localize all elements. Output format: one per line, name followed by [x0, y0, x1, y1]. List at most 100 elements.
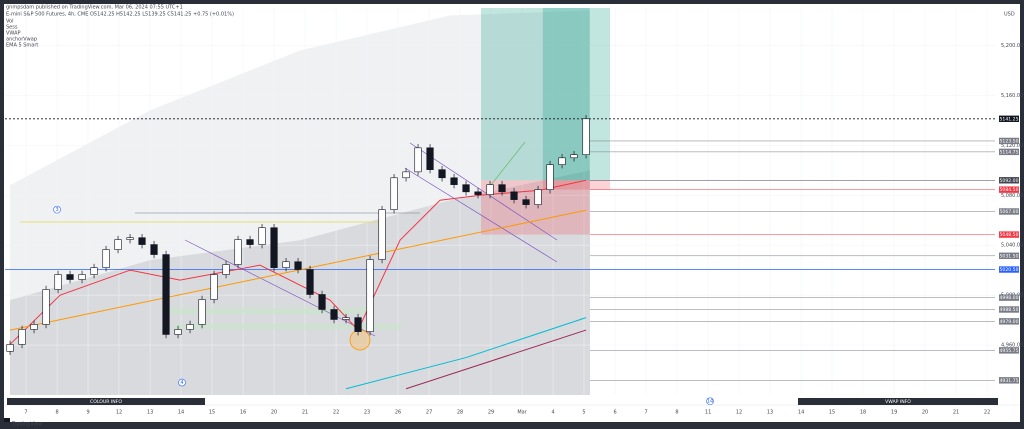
candle-body	[342, 317, 350, 320]
price-tag	[999, 208, 1019, 215]
x-tick-label: 6	[613, 410, 616, 416]
y-tick-label: 5,080.00	[1001, 193, 1023, 199]
candle-body	[498, 184, 506, 193]
wave-marker	[53, 205, 61, 214]
candle-body	[90, 267, 98, 275]
candle-body	[162, 254, 170, 335]
price-tag-label: 5092.00	[1000, 178, 1019, 184]
candle-body	[510, 191, 518, 200]
x-tick-label: 23	[364, 410, 370, 416]
y-tick-label: 5,120.00	[1001, 143, 1023, 149]
price-tag-label: 4988.50	[1000, 307, 1019, 313]
price-tag	[999, 377, 1019, 384]
candle-body	[246, 239, 254, 245]
x-tick-label: 21	[953, 410, 959, 416]
candle-body	[474, 191, 482, 195]
candle-body	[270, 227, 278, 268]
price-tag	[999, 294, 1019, 301]
candle-body	[318, 294, 326, 310]
band	[10, 170, 591, 395]
price-tag-label: 5048.50	[1000, 232, 1019, 238]
candle-body	[18, 329, 26, 345]
indicator-label: EMA 5 Smart	[6, 43, 38, 49]
x-tick-label: 11	[705, 410, 711, 416]
highlight-circle	[349, 329, 371, 351]
y-tick-label: 5,200.00	[1001, 43, 1023, 49]
x-tick-label: Mar	[517, 410, 527, 416]
price-tag-label: 4931.75	[1000, 378, 1019, 384]
indicator-line	[345, 317, 587, 390]
x-tick-label: 22	[333, 410, 339, 416]
x-tick-label: 20	[271, 410, 277, 416]
wave-label: 14	[707, 399, 713, 405]
position-target	[542, 8, 611, 181]
x-tick-label: 9	[86, 410, 89, 416]
candle-body	[450, 177, 458, 185]
wave-marker	[178, 378, 186, 387]
main-layer	[5, 115, 995, 390]
price-tag	[999, 347, 1019, 354]
candle-body	[174, 329, 182, 335]
x-tick-label: 15	[829, 410, 835, 416]
x-tick-label: 14	[798, 410, 804, 416]
price-tag-label: 5114.75	[1000, 149, 1019, 155]
x-tick-label: 21	[302, 410, 308, 416]
x-tick-label: 18	[860, 410, 866, 416]
top-layer: COLOUR INFO VWAP INFO gnmpsdam published…	[4, 4, 1023, 428]
candle-body	[378, 209, 386, 260]
candle-body	[258, 227, 266, 245]
candle-body	[138, 237, 146, 245]
indicator-line	[405, 329, 587, 390]
brand-logo	[4, 418, 10, 422]
arrow-line	[486, 141, 526, 191]
brand: TradingView	[11, 422, 42, 428]
candle-body	[570, 154, 578, 159]
price-tag	[999, 266, 1019, 273]
x-tick-label: 8	[675, 410, 678, 416]
candle-body	[558, 157, 566, 165]
info-label: VWAP INFO	[885, 399, 911, 405]
x-tick-label: 5	[582, 410, 585, 416]
candle-body	[426, 147, 434, 170]
x-tick-label: 28	[457, 410, 463, 416]
price-tag	[999, 318, 1019, 325]
candle-body	[210, 274, 218, 300]
price-tag	[999, 306, 1019, 313]
candle-body	[42, 289, 50, 325]
candle-body	[582, 118, 590, 155]
price-tag	[999, 186, 1019, 193]
candle-body	[198, 299, 206, 325]
price-tag-label: 5123.50	[1000, 138, 1019, 144]
drawing-box	[175, 324, 401, 329]
x-tick-label: 13	[767, 410, 773, 416]
candle-body	[546, 164, 554, 190]
price-axis	[998, 4, 1020, 405]
candle-body	[54, 274, 62, 290]
x-tick-label: 12	[116, 410, 122, 416]
x-tick-label: 29	[488, 410, 494, 416]
price-tag-label: 5020.50	[1000, 267, 1019, 273]
x-tick-label: 8	[55, 410, 58, 416]
info-box	[798, 398, 998, 405]
wave-label: 3	[55, 207, 58, 213]
price-tag	[999, 177, 1019, 184]
candle-body	[114, 239, 122, 250]
candle-body	[462, 184, 470, 193]
candle-body	[234, 239, 242, 265]
candle-body	[66, 274, 74, 280]
x-tick-label: 4	[551, 410, 554, 416]
price-tag-label: 5031.50	[1000, 253, 1019, 259]
candle-body	[486, 184, 494, 195]
price-tag-label: 5067.00	[1000, 209, 1019, 215]
candle-body	[282, 261, 290, 268]
indicator-label: Sess	[6, 25, 18, 31]
candle-body	[222, 264, 230, 275]
candle-body	[30, 324, 38, 330]
candle-body	[438, 169, 446, 179]
candle-body	[126, 237, 134, 240]
wave-marker	[706, 397, 714, 406]
x-tick-label: 7	[24, 410, 27, 416]
drawing-line	[184, 239, 376, 337]
